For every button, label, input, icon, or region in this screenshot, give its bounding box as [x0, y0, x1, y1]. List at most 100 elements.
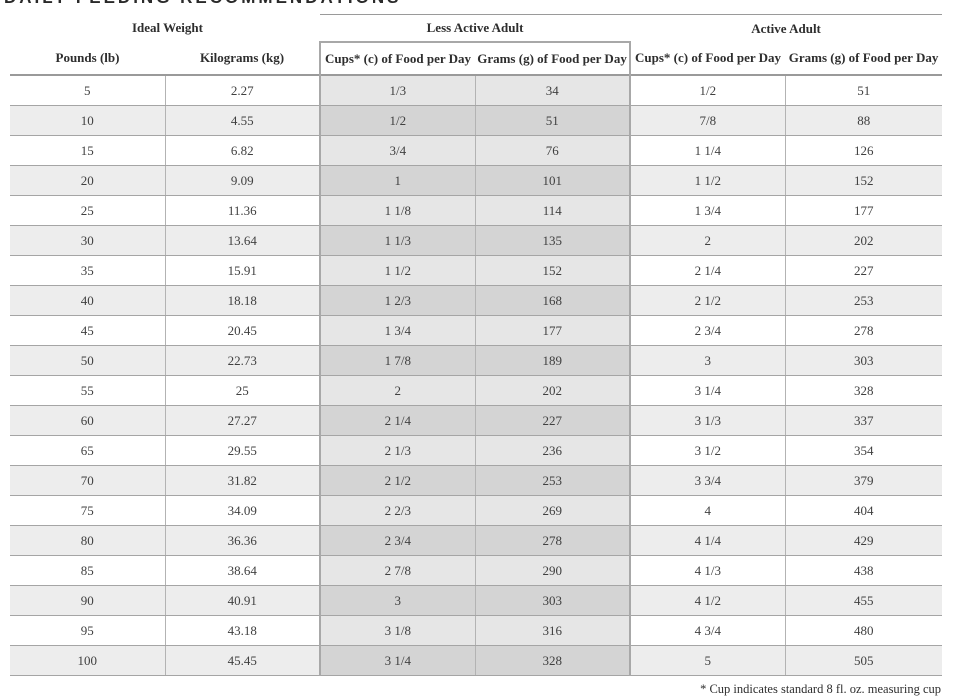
cell-kilograms: 15.91 [164, 255, 321, 286]
group-header-active: Active Adult [630, 14, 943, 42]
cell-pounds: 80 [10, 525, 165, 556]
cell-less-active-grams: 76 [474, 135, 632, 166]
cell-pounds: 50 [10, 345, 165, 376]
cell-active-cups: 1/2 [630, 75, 786, 106]
cell-less-active-cups: 1 2/3 [319, 285, 476, 316]
cell-active-grams: 379 [784, 465, 943, 496]
table-row: 20 9.09 1 101 1 1/2 152 [10, 165, 943, 196]
cell-less-active-grams: 34 [474, 75, 632, 106]
cell-less-active-grams: 114 [474, 195, 632, 226]
cell-pounds: 20 [10, 165, 165, 196]
cell-active-cups: 4 1/2 [630, 585, 786, 616]
header-group-row: Ideal Weight Less Active Adult Active Ad… [10, 14, 943, 42]
footnote: * Cup indicates standard 8 fl. oz. measu… [700, 682, 941, 696]
cell-less-active-grams: 303 [474, 585, 632, 616]
cell-kilograms: 20.45 [164, 315, 321, 346]
cell-pounds: 10 [10, 105, 165, 136]
cell-active-cups: 3 1/2 [630, 435, 786, 466]
cell-kilograms: 31.82 [164, 465, 321, 496]
column-header-active-cups: Cups* (c) of Food per Day [635, 50, 782, 65]
cell-less-active-grams: 189 [474, 345, 632, 376]
cell-kilograms: 27.27 [164, 405, 321, 436]
cell-active-grams: 429 [784, 525, 943, 556]
column-header-pounds: Pounds (lb) [55, 50, 120, 65]
feeding-table: Ideal Weight Less Active Adult Active Ad… [10, 14, 943, 676]
column-header-less-active-grams: Grams (g) of Food per Day [475, 41, 632, 75]
table-row: 80 36.36 2 3/4 278 4 1/4 429 [10, 525, 943, 556]
cell-less-active-grams: 316 [474, 615, 632, 646]
cell-active-cups: 2 [630, 225, 786, 256]
cell-less-active-cups: 1 3/4 [319, 315, 476, 346]
table-row: 85 38.64 2 7/8 290 4 1/3 438 [10, 555, 943, 586]
table-body: 5 2.27 1/3 34 1/2 51 10 4.55 1/2 51 7/8 88 15 6.82 3/4… [10, 75, 943, 676]
cell-active-cups: 5 [630, 645, 786, 676]
cell-less-active-cups: 2 3/4 [319, 525, 476, 556]
cell-active-grams: 202 [784, 225, 943, 256]
cell-less-active-cups: 1/3 [319, 75, 476, 106]
cell-active-grams: 455 [784, 585, 943, 616]
column-header-active-grams: Grams (g) of Food per Day [788, 50, 939, 65]
cell-less-active-cups: 3 1/4 [319, 645, 476, 676]
cell-pounds: 55 [10, 375, 165, 406]
table-row: 100 45.45 3 1/4 328 5 505 [10, 645, 943, 676]
cell-active-grams: 438 [784, 555, 943, 586]
cell-less-active-cups: 1/2 [319, 105, 476, 136]
cell-active-grams: 152 [784, 165, 943, 196]
cell-active-cups: 1 3/4 [630, 195, 786, 226]
cell-kilograms: 38.64 [164, 555, 321, 586]
table-row: 95 43.18 3 1/8 316 4 3/4 480 [10, 615, 943, 646]
table-row: 75 34.09 2 2/3 269 4 404 [10, 495, 943, 526]
page-title: DAILY FEEDING RECOMMENDATIONS [4, 0, 401, 8]
table-row: 30 13.64 1 1/3 135 2 202 [10, 225, 943, 256]
cell-less-active-cups: 1 7/8 [319, 345, 476, 376]
cell-less-active-grams: 236 [474, 435, 632, 466]
cell-kilograms: 9.09 [164, 165, 321, 196]
cell-active-grams: 303 [784, 345, 943, 376]
cell-pounds: 75 [10, 495, 165, 526]
cell-less-active-cups: 3 [319, 585, 476, 616]
cell-active-cups: 4 1/4 [630, 525, 786, 556]
cell-less-active-grams: 51 [474, 105, 632, 136]
table-row: 45 20.45 1 3/4 177 2 3/4 278 [10, 315, 943, 346]
cell-active-grams: 227 [784, 255, 943, 286]
cell-less-active-cups: 2 2/3 [319, 495, 476, 526]
cell-kilograms: 25 [164, 375, 321, 406]
cell-pounds: 90 [10, 585, 165, 616]
cell-kilograms: 18.18 [164, 285, 321, 316]
cell-less-active-cups: 1 1/8 [319, 195, 476, 226]
cell-kilograms: 36.36 [164, 525, 321, 556]
cell-active-cups: 7/8 [630, 105, 786, 136]
cell-kilograms: 43.18 [164, 615, 321, 646]
cell-kilograms: 13.64 [164, 225, 321, 256]
cell-less-active-cups: 3 1/8 [319, 615, 476, 646]
table-row: 55 25 2 202 3 1/4 328 [10, 375, 943, 406]
cell-active-grams: 354 [784, 435, 943, 466]
table-row: 10 4.55 1/2 51 7/8 88 [10, 105, 943, 136]
cell-pounds: 45 [10, 315, 165, 346]
table-row: 25 11.36 1 1/8 114 1 3/4 177 [10, 195, 943, 226]
cell-pounds: 60 [10, 405, 165, 436]
cell-kilograms: 11.36 [164, 195, 321, 226]
cell-active-cups: 3 [630, 345, 786, 376]
cell-kilograms: 22.73 [164, 345, 321, 376]
cell-kilograms: 40.91 [164, 585, 321, 616]
cell-less-active-cups: 2 [319, 375, 476, 406]
table-row: 35 15.91 1 1/2 152 2 1/4 227 [10, 255, 943, 286]
cell-active-grams: 253 [784, 285, 943, 316]
cell-less-active-grams: 328 [474, 645, 632, 676]
table-row: 65 29.55 2 1/3 236 3 1/2 354 [10, 435, 943, 466]
cell-active-grams: 404 [784, 495, 943, 526]
cell-less-active-grams: 152 [474, 255, 632, 286]
cell-kilograms: 6.82 [164, 135, 321, 166]
cell-active-grams: 88 [784, 105, 943, 136]
cell-less-active-grams: 177 [474, 315, 632, 346]
cell-pounds: 25 [10, 195, 165, 226]
column-header-kilograms: Kilograms (kg) [199, 50, 285, 65]
cell-less-active-cups: 2 1/2 [319, 465, 476, 496]
table-row: 5 2.27 1/3 34 1/2 51 [10, 75, 943, 106]
header-column-row: Pounds (lb) Kilograms (kg) Cups* (c) of … [10, 41, 943, 75]
cell-kilograms: 4.55 [164, 105, 321, 136]
group-header-ideal-weight: Ideal Weight [132, 20, 203, 36]
cell-kilograms: 29.55 [164, 435, 321, 466]
table-row: 15 6.82 3/4 76 1 1/4 126 [10, 135, 943, 166]
